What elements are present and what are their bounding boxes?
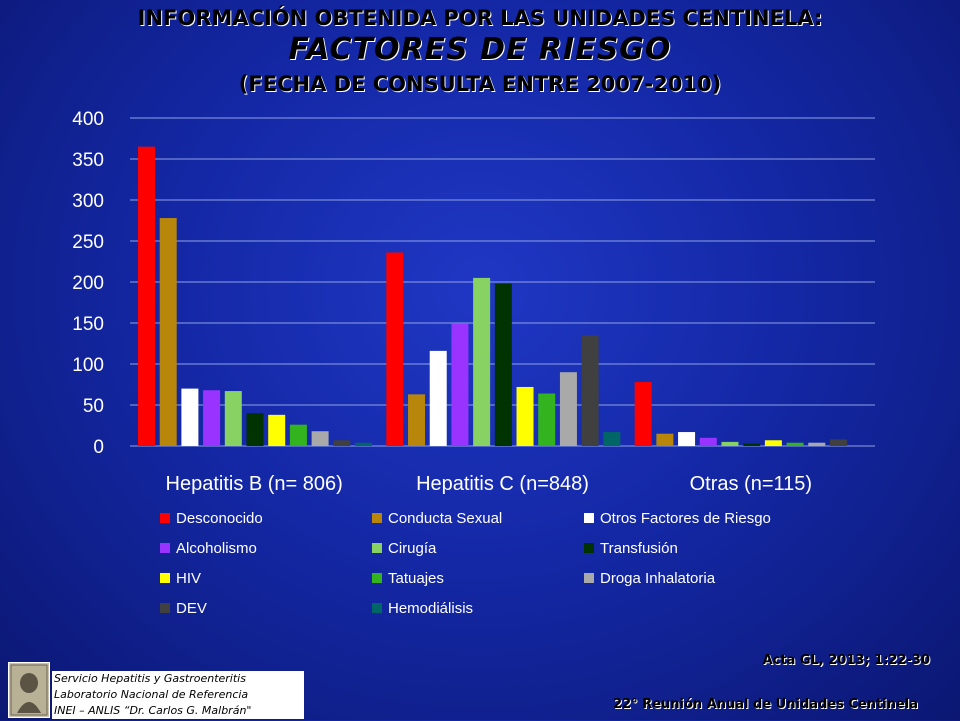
legend-item: Tatuajes: [372, 570, 444, 587]
legend-item: Conducta Sexual: [372, 510, 502, 527]
bar: [764, 440, 782, 446]
y-tick-label: 50: [83, 396, 104, 417]
legend-swatch: [160, 543, 170, 553]
bar: [224, 391, 242, 446]
bar-chart: 0 50 100 150 200 250 300 350 400 Hepatitis B (n= …: [72, 109, 875, 495]
y-tick-label: 0: [93, 437, 104, 458]
legend-swatch: [372, 543, 382, 553]
legend-item: Alcoholismo: [160, 540, 257, 557]
x-category-label: Otras (n=115): [690, 473, 812, 495]
bar: [289, 424, 307, 446]
legend-label: Tatuajes: [388, 570, 444, 587]
legend-item: DEV: [160, 600, 207, 617]
legend-item: Cirugía: [372, 540, 436, 557]
legend-item: Otros Factores de Riesgo: [584, 510, 771, 527]
legend-label: Transfusión: [600, 540, 678, 557]
citation: Acta GL, 2013; 1:22-30: [762, 653, 930, 668]
legend-label: DEV: [176, 600, 207, 617]
legend-label: Cirugía: [388, 540, 437, 557]
bar: [829, 439, 847, 446]
bar: [516, 386, 534, 446]
legend-swatch: [160, 573, 170, 583]
slide-title-line3: (FECHA DE CONSULTA ENTRE 2007-2010): [238, 72, 722, 96]
y-tick-label: 250: [72, 232, 104, 253]
bar: [159, 218, 177, 446]
bar: [355, 442, 372, 446]
institution-logo: [8, 662, 50, 718]
legend-item: HIV: [160, 570, 201, 587]
bar: [138, 146, 155, 446]
x-category-label: Hepatitis C (n=848): [416, 473, 589, 495]
bar: [786, 442, 804, 446]
legend-item: Desconocido: [160, 510, 263, 527]
legend-swatch: [160, 513, 170, 523]
y-tick-label: 350: [72, 150, 104, 171]
bar: [538, 393, 556, 446]
bar: [699, 437, 717, 446]
y-tick-label: 400: [72, 109, 104, 130]
institution-line: Laboratorio Nacional de Referencia: [54, 688, 249, 701]
bar: [268, 414, 286, 446]
legend-label: Hemodiálisis: [388, 600, 474, 617]
legend-item: Droga Inhalatoria: [584, 570, 715, 587]
legend-label: Otros Factores de Riesgo: [600, 510, 771, 527]
bar: [246, 413, 264, 446]
bar: [494, 283, 512, 446]
bar: [408, 394, 426, 446]
slide-title-line1: INFORMACIÓN OBTENIDA POR LAS UNIDADES CE…: [137, 6, 823, 30]
bar: [721, 441, 739, 446]
y-tick-label: 300: [72, 191, 104, 212]
bar: [678, 432, 696, 446]
bar: [656, 433, 674, 446]
legend-swatch: [584, 573, 594, 583]
legend-label: HIV: [176, 570, 202, 587]
legend-item: Hemodiálisis: [372, 600, 473, 617]
bar: [311, 431, 329, 446]
institution-line: Servicio Hepatitis y Gastroenteritis: [54, 672, 246, 685]
legend-swatch: [372, 573, 382, 583]
bar: [451, 323, 469, 446]
bar: [634, 382, 652, 446]
bar: [473, 277, 491, 446]
y-tick-label: 100: [72, 355, 104, 376]
legend-label: Conducta Sexual: [388, 510, 503, 527]
bar: [429, 350, 447, 446]
legend-label: Desconocido: [176, 510, 263, 527]
legend-item: Transfusión: [584, 540, 678, 557]
meeting-name: 22° Reunión Anual de Unidades Centinela: [613, 697, 918, 712]
legend-swatch: [372, 513, 382, 523]
bar: [559, 372, 577, 446]
y-tick-label: 200: [72, 273, 104, 294]
bar: [603, 432, 621, 446]
institution-line: INEI – ANLIS “Dr. Carlos G. Malbrán": [54, 704, 252, 717]
bar: [581, 335, 599, 446]
bar: [743, 443, 761, 446]
legend-swatch: [584, 543, 594, 553]
y-tick-label: 150: [72, 314, 104, 335]
bar: [333, 440, 351, 446]
bar: [386, 252, 404, 446]
legend-label: Droga Inhalatoria: [600, 570, 716, 587]
legend-label: Alcoholismo: [176, 540, 257, 557]
x-category-label: Hepatitis B (n= 806): [166, 473, 343, 495]
legend-swatch: [160, 603, 170, 613]
bar: [808, 442, 826, 446]
slide-title-line2: FACTORES DE RIESGO: [288, 32, 672, 67]
bar: [203, 390, 221, 446]
legend-swatch: [584, 513, 594, 523]
legend-swatch: [372, 603, 382, 613]
institution-block: Servicio Hepatitis y Gastroenteritis Lab…: [52, 671, 304, 719]
bar: [181, 388, 199, 446]
